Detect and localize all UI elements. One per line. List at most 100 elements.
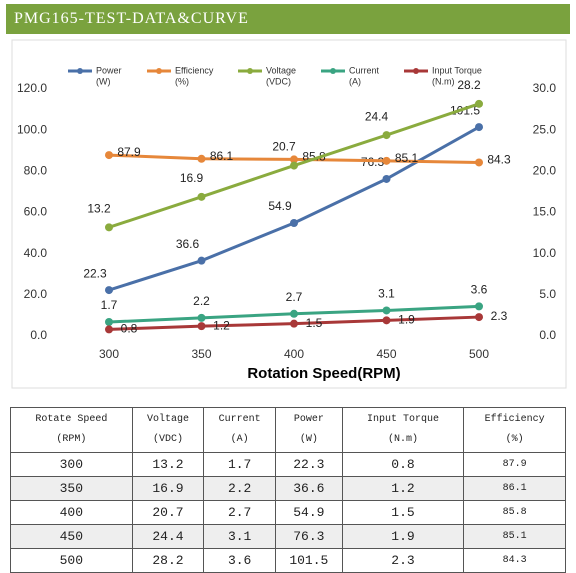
header-cell: Rotate Speed (RPM) [10, 407, 133, 453]
legend-unit: (N.m) [432, 76, 455, 86]
legend-label: Voltage [266, 65, 296, 75]
data-point [290, 218, 298, 227]
table-cell: 85.1 [463, 524, 566, 549]
table-cell: 20.7 [131, 500, 205, 525]
data-label: 0.8 [121, 322, 138, 336]
header-text: Input Torque [366, 414, 439, 425]
y2-tick-label: 30.0 [533, 81, 557, 95]
data-point [197, 313, 206, 322]
table-cell: 13.2 [131, 452, 205, 477]
table-cell: 22.3 [275, 452, 343, 477]
data-point [475, 99, 483, 108]
data-point [290, 319, 298, 328]
data-label: 85.1 [395, 151, 419, 165]
table-cell: 1.2 [341, 476, 465, 501]
data-label: 3.1 [378, 287, 395, 301]
data-label: 22.3 [83, 266, 107, 280]
legend-marker [330, 68, 336, 74]
table-cell: 1.7 [203, 452, 276, 477]
table-cell: 2.7 [203, 500, 276, 525]
data-point [475, 313, 483, 322]
table-cell: 450 [10, 524, 133, 549]
data-point [475, 302, 483, 311]
legend-label: Power [96, 65, 122, 75]
data-point [105, 318, 113, 327]
y-tick-label: 20.0 [24, 287, 48, 301]
table-cell: 300 [10, 452, 133, 477]
table-cell: 400 [10, 500, 133, 525]
data-point [382, 174, 391, 183]
data-label: 1.9 [398, 313, 415, 327]
y2-tick-label: 15.0 [533, 205, 557, 219]
header-unit: (VDC) [152, 434, 183, 445]
data-point [475, 158, 483, 167]
data-point [382, 306, 391, 315]
data-label: 3.6 [471, 283, 488, 297]
data-label: 54.9 [268, 199, 292, 213]
header-cell: Efficiency (%) [463, 407, 566, 453]
y-tick-label: 80.0 [24, 164, 48, 178]
table-cell: 85.8 [463, 500, 566, 525]
x-tick-label: 400 [284, 347, 304, 361]
data-label: 86.1 [210, 149, 234, 163]
data-label: 16.9 [180, 171, 204, 185]
table-cell: 2.2 [203, 476, 276, 501]
y2-tick-label: 25.0 [533, 122, 557, 136]
data-point [105, 286, 113, 295]
header-unit: (RPM) [56, 434, 87, 445]
header-unit: (W) [299, 434, 318, 445]
data-point [197, 256, 206, 265]
table-row: 300 13.2 1.7 22.3 0.8 87.9 [10, 452, 566, 477]
table-cell: 24.4 [131, 524, 205, 549]
legend-label: Efficiency [175, 65, 214, 75]
table-cell: 500 [10, 548, 133, 573]
data-label: 28.2 [457, 78, 481, 92]
table-cell: 350 [10, 476, 133, 501]
legend-unit: (W) [96, 76, 111, 86]
y2-tick-label: 0.0 [539, 328, 556, 342]
table-cell: 1.9 [341, 524, 465, 549]
data-label: 1.7 [101, 298, 118, 312]
data-point [197, 154, 206, 163]
table-cell: 0.8 [341, 452, 465, 477]
data-label: 76.3 [361, 155, 385, 169]
data-table: Rotate Speed (RPM) Voltage (VDC) Current (A) P… [10, 407, 566, 573]
table-cell: 28.2 [131, 548, 205, 573]
table-cell: 36.6 [275, 476, 343, 501]
x-tick-label: 500 [469, 347, 489, 361]
data-label: 87.9 [117, 145, 141, 159]
table-cell: 101.5 [275, 548, 343, 573]
legend-label: Current [349, 65, 380, 75]
header-text: Efficiency [484, 414, 545, 425]
data-point [197, 192, 206, 201]
legend-marker [247, 68, 253, 74]
table-row: 350 16.9 2.2 36.6 1.2 86.1 [10, 476, 566, 501]
data-point [105, 325, 113, 334]
legend-unit: (A) [349, 76, 361, 86]
y-tick-label: 0.0 [30, 328, 47, 342]
y-tick-label: 100.0 [17, 122, 47, 136]
data-point [475, 123, 483, 132]
data-label: 2.2 [193, 294, 210, 308]
y-tick-label: 60.0 [24, 205, 48, 219]
header-unit: (A) [230, 434, 249, 445]
data-point [382, 156, 391, 165]
header-cell: Power (W) [275, 407, 343, 453]
table-row: 450 24.4 3.1 76.3 1.9 85.1 [10, 524, 566, 549]
data-point [382, 131, 391, 140]
header-text: Rotate Speed [35, 414, 108, 425]
data-label: 13.2 [87, 201, 111, 215]
header-unit: (%) [505, 434, 524, 445]
y2-tick-label: 10.0 [533, 246, 557, 260]
table-cell: 3.1 [203, 524, 276, 549]
data-point [290, 161, 298, 170]
header-row: Rotate Speed (RPM) Voltage (VDC) Current (A) P… [10, 407, 566, 453]
x-axis-title: Rotation Speed(RPM) [247, 365, 400, 382]
header-text: Voltage [146, 414, 189, 425]
table-cell: 84.3 [463, 548, 566, 573]
header-cell: Input Torque (N.m) [341, 407, 465, 453]
legend-marker [77, 68, 83, 74]
table-cell: 86.1 [463, 476, 566, 501]
table-row: 500 28.2 3.6 101.5 2.3 84.3 [10, 548, 566, 573]
chart: Rotation Speed(RPM) 0.0 20.0 40.0 60.0 80.0 1… [11, 39, 567, 389]
